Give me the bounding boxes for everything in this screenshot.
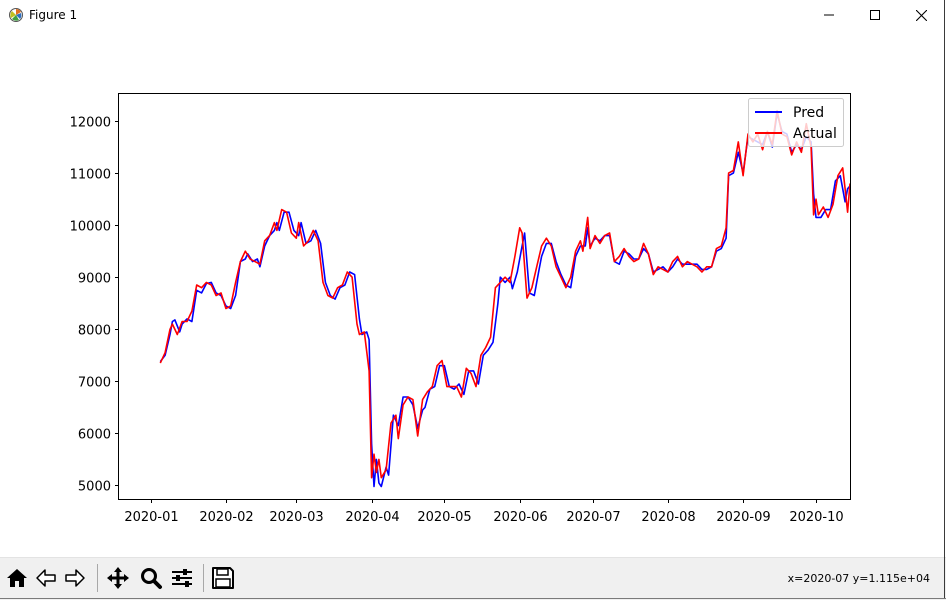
maximize-icon — [870, 10, 880, 20]
save-button[interactable] — [209, 564, 237, 592]
configure-subplots-icon — [172, 569, 192, 587]
window-title: Figure 1 — [29, 8, 78, 22]
x-tick-label: 2020-06 — [493, 510, 547, 525]
axes-frame — [118, 93, 851, 500]
legend-actual-label: Actual — [793, 126, 837, 142]
zoom-button[interactable] — [137, 564, 165, 592]
minimize-icon — [824, 14, 834, 16]
x-tick-label: 2020-07 — [566, 510, 620, 525]
back-icon — [36, 569, 56, 587]
home-icon — [7, 569, 27, 587]
close-icon — [915, 9, 927, 21]
zoom-icon — [141, 568, 162, 589]
x-tick-label: 2020-02 — [199, 510, 253, 525]
title-bar: Figure 1 — [0, 0, 946, 30]
x-tick-label: 2020-03 — [269, 510, 323, 525]
series-line-actual — [159, 109, 851, 479]
toolbar-separator — [97, 564, 98, 592]
window-border — [944, 0, 945, 599]
y-tick-label: 5000 — [78, 480, 111, 495]
configure-subplots-button[interactable] — [168, 564, 196, 592]
legend: Pred Actual — [748, 98, 844, 147]
figure-canvas[interactable]: 2020-01 2020-02 2020-03 2020-04 2020-05 2020-… — [0, 30, 946, 557]
minimize-button[interactable] — [806, 0, 852, 30]
pan-icon — [107, 567, 129, 589]
close-button[interactable] — [898, 0, 944, 30]
back-button[interactable] — [32, 564, 60, 592]
toolbar-separator — [203, 564, 204, 592]
x-tick-label: 2020-04 — [345, 510, 399, 525]
maximize-button[interactable] — [852, 0, 898, 30]
forward-button[interactable] — [61, 564, 89, 592]
x-tick-label: 2020-01 — [124, 510, 178, 525]
x-tick-label: 2020-10 — [789, 510, 843, 525]
series-line-pred — [159, 112, 851, 488]
line-chart: 2020-01 2020-02 2020-03 2020-04 2020-05 2020-… — [70, 93, 851, 525]
matplotlib-icon — [9, 8, 23, 22]
x-tick-label: 2020-09 — [716, 510, 770, 525]
forward-icon — [65, 569, 85, 587]
y-tick-label: 6000 — [78, 428, 111, 443]
home-button[interactable] — [3, 564, 31, 592]
pan-button[interactable] — [104, 564, 132, 592]
y-tick-label: 7000 — [78, 376, 111, 391]
save-icon — [212, 567, 234, 589]
y-tick-label: 9000 — [78, 272, 111, 287]
legend-pred-label: Pred — [793, 105, 824, 121]
y-tick-label: 12000 — [70, 116, 111, 131]
x-tick-label: 2020-08 — [641, 510, 695, 525]
cursor-coordinates: x=2020-07 y=1.115e+04 — [787, 572, 930, 585]
x-tick-label: 2020-05 — [417, 510, 471, 525]
y-tick-label: 10000 — [70, 220, 111, 235]
y-tick-label: 11000 — [70, 168, 111, 183]
y-tick-label: 8000 — [78, 324, 111, 339]
navigation-toolbar: x=2020-07 y=1.115e+04 — [0, 557, 946, 600]
